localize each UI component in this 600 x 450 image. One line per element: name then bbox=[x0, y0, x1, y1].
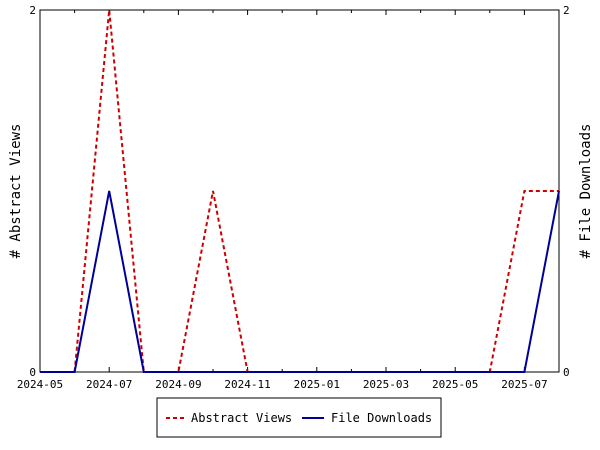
y-tick-label-left: 0 bbox=[29, 366, 36, 379]
series-layer bbox=[40, 9, 560, 373]
x-tick-label: 2024-09 bbox=[155, 378, 201, 391]
legend-box bbox=[156, 397, 442, 438]
x-tick-label: 2024-07 bbox=[86, 378, 132, 391]
legend-label-file-downloads: File Downloads bbox=[331, 411, 432, 425]
legend-label-abstract-views: Abstract Views bbox=[191, 411, 292, 425]
legend: Abstract Views File Downloads bbox=[156, 397, 442, 438]
plot-area bbox=[39, 9, 560, 373]
series-line-file-downloads bbox=[40, 190, 560, 373]
y-axis-label-right: # File Downloads bbox=[578, 124, 594, 259]
x-tick-label: 2025-05 bbox=[432, 378, 478, 391]
x-tick-label: 2024-11 bbox=[224, 378, 270, 391]
x-tick-label: 2025-03 bbox=[363, 378, 409, 391]
y-tick-label-right: 2 bbox=[563, 4, 570, 17]
y-tick-label-left: 2 bbox=[29, 4, 36, 17]
x-tick-label: 2024-05 bbox=[17, 378, 63, 391]
x-tick-label: 2025-01 bbox=[294, 378, 340, 391]
y-axis-label-left: # Abstract Views bbox=[8, 124, 24, 259]
x-tick-label: 2025-07 bbox=[501, 378, 547, 391]
y-tick-label-right: 0 bbox=[563, 366, 570, 379]
